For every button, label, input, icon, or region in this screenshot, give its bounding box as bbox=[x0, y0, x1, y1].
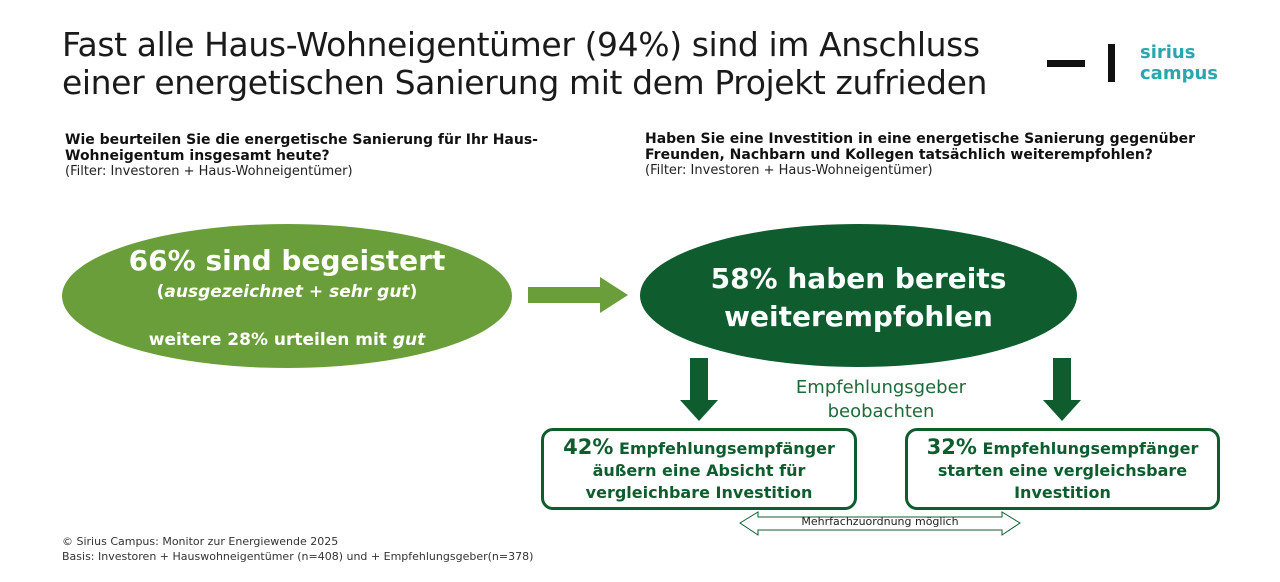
logo: sirius campus bbox=[1140, 42, 1218, 84]
sub-very-good: sehr gut bbox=[329, 282, 410, 302]
recommended-line-2: weiterempfohlen bbox=[724, 300, 993, 333]
sub-open: ( bbox=[156, 282, 165, 302]
right-question-filter: (Filter: Investoren + Haus-Wohneigentüme… bbox=[645, 163, 933, 178]
observers-line-2: beobachten bbox=[827, 401, 935, 422]
observers-label: Empfehlungsgeber beobachten bbox=[770, 376, 992, 424]
start-box: 32% Empfehlungsempfänger starten eine ve… bbox=[905, 428, 1220, 510]
right-question-line-1: Haben Sie eine Investition in eine energ… bbox=[645, 131, 1195, 147]
logo-dash-icon bbox=[1047, 60, 1085, 67]
intention-line-2: äußern eine Absicht für bbox=[592, 461, 806, 480]
right-question-line-2: Freunden, Nachbarn und Kollegen tatsächl… bbox=[645, 147, 1153, 163]
footer: © Sirius Campus: Monitor zur Energiewend… bbox=[62, 534, 533, 564]
double-arrow-icon bbox=[739, 511, 1021, 536]
title-line-1: Fast alle Haus-Wohneigentümer (94%) sind… bbox=[62, 25, 980, 64]
down-arrow-right-icon bbox=[1043, 358, 1081, 421]
footer-source: © Sirius Campus: Monitor zur Energiewend… bbox=[62, 535, 339, 548]
start-pct: 32% bbox=[926, 435, 977, 459]
intention-line-3: vergleichbare Investition bbox=[585, 483, 813, 502]
start-line-2: starten eine vergleichsbare bbox=[937, 461, 1188, 480]
logo-line-2: campus bbox=[1140, 63, 1218, 84]
observers-line-1: Empfehlungsgeber bbox=[795, 377, 967, 398]
left-question: Wie beurteilen Sie die energetische Sani… bbox=[65, 132, 585, 180]
left-question-line-2: Wohneigentum insgesamt heute? bbox=[65, 148, 330, 164]
right-arrow-icon bbox=[528, 277, 628, 313]
intention-line-1: 42% Empfehlungsempfänger bbox=[544, 436, 854, 460]
enthusiasm-lower-text: weitere 28% urteilen mit gut bbox=[62, 330, 512, 350]
enthusiasm-ellipse: 66% sind begeistert (ausgezeichnet + seh… bbox=[62, 224, 512, 368]
title-line-2: einer energetischen Sanierung mit dem Pr… bbox=[62, 63, 988, 102]
sub-close: ) bbox=[409, 282, 418, 302]
enthusiasm-main-text: 66% sind begeistert bbox=[128, 244, 446, 277]
intention-pct: 42% bbox=[563, 435, 614, 459]
start-line-3: Investition bbox=[1014, 483, 1111, 502]
sub-excellent: ausgezeichnet bbox=[164, 282, 304, 302]
lower-text: weitere 28% urteilen mit bbox=[148, 330, 393, 350]
left-question-filter: (Filter: Investoren + Haus-Wohneigentüme… bbox=[65, 164, 353, 179]
intention-box: 42% Empfehlungsempfänger äußern eine Abs… bbox=[541, 428, 857, 510]
enthusiasm-sub-text: (ausgezeichnet + sehr gut) bbox=[62, 282, 512, 302]
left-question-line-1: Wie beurteilen Sie die energetische Sani… bbox=[65, 132, 538, 148]
sub-plus: + bbox=[303, 282, 330, 302]
recommended-text: 58% haben bereits weiterempfohlen bbox=[660, 260, 1057, 336]
right-question: Haben Sie eine Investition in eine energ… bbox=[645, 131, 1245, 179]
footer-basis: Basis: Investoren + Hauswohneigentümer (… bbox=[62, 550, 534, 563]
logo-line-1: sirius bbox=[1140, 42, 1196, 63]
intention-text-1: Empfehlungsempfänger bbox=[613, 439, 835, 458]
down-arrow-left-icon bbox=[680, 358, 718, 421]
page-title: Fast alle Haus-Wohneigentümer (94%) sind… bbox=[62, 26, 987, 102]
recommended-ellipse: 58% haben bereits weiterempfohlen bbox=[640, 224, 1077, 367]
start-line-1: 32% Empfehlungsempfänger bbox=[908, 436, 1217, 460]
multi-assignment-note: Mehrfachzuordnung möglich bbox=[801, 515, 959, 528]
lower-emph: gut bbox=[392, 330, 426, 350]
logo-bar-icon bbox=[1108, 44, 1115, 82]
recommended-line-1: 58% haben bereits bbox=[710, 262, 1007, 295]
start-text-1: Empfehlungsempfänger bbox=[976, 439, 1199, 458]
